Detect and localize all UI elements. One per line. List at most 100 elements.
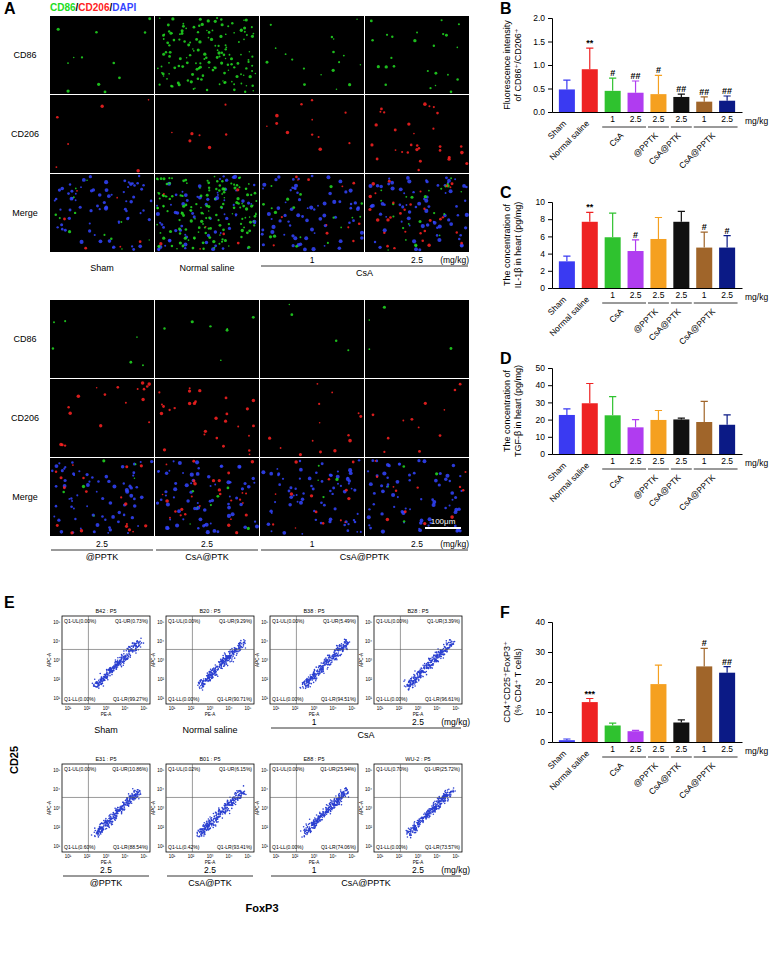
speck — [352, 240, 354, 242]
speck — [161, 404, 163, 406]
error-bar — [632, 730, 639, 732]
speck — [189, 523, 190, 524]
speck — [408, 210, 411, 213]
tick-label: 1.0 — [533, 60, 545, 70]
cell-dot — [117, 666, 119, 668]
cell-dot — [128, 651, 130, 653]
speck — [436, 234, 439, 237]
row-label: Merge — [12, 208, 38, 218]
speck — [261, 233, 264, 236]
speck — [107, 194, 111, 198]
speck — [238, 41, 240, 43]
cell-dot — [109, 670, 111, 672]
speck — [249, 216, 251, 218]
quadrant-label: Q1-LR(99.27%) — [113, 696, 148, 702]
speck — [408, 474, 411, 477]
speck — [404, 231, 406, 233]
speck — [249, 453, 251, 455]
tick-mark — [548, 385, 552, 386]
speck — [206, 194, 209, 197]
speck — [147, 382, 151, 386]
speck — [383, 306, 386, 309]
group-bracket — [671, 303, 692, 304]
tick-label: 1 — [702, 456, 707, 466]
cell-dot — [113, 669, 115, 671]
speck — [174, 229, 177, 232]
speck — [168, 44, 170, 46]
speck — [142, 209, 144, 211]
speck — [213, 529, 217, 533]
speck — [54, 200, 56, 202]
speck — [235, 75, 238, 78]
speck — [179, 33, 181, 35]
speck — [358, 412, 360, 414]
cell-dot — [106, 669, 108, 671]
speck — [348, 221, 351, 224]
group-label: CsA — [607, 472, 626, 491]
tick-mark — [548, 454, 552, 455]
cell-dot — [221, 659, 223, 661]
tick-label: 0 — [540, 283, 545, 293]
axis-line — [548, 623, 553, 743]
speck — [460, 191, 462, 193]
speck — [380, 512, 383, 515]
speck — [55, 464, 59, 468]
speck — [252, 424, 255, 427]
speck — [127, 532, 129, 534]
plot-axis-title: PE-A — [101, 712, 112, 717]
speck — [140, 496, 144, 500]
speck — [198, 25, 200, 27]
speck — [182, 518, 184, 520]
speck — [436, 226, 439, 229]
axis-title: Fluorescence intensity — [502, 20, 512, 110]
speck — [326, 232, 329, 235]
speck — [99, 208, 101, 210]
speck — [141, 398, 144, 401]
bar — [650, 420, 666, 454]
speck — [231, 81, 233, 83]
speck — [100, 105, 103, 108]
speck — [168, 239, 172, 243]
speck — [197, 48, 200, 51]
speck — [80, 529, 83, 532]
tick: 2.0 — [533, 13, 552, 23]
speck — [210, 522, 212, 524]
tick: 1 — [702, 742, 707, 754]
speck — [186, 499, 189, 502]
speck — [424, 402, 427, 405]
speck — [251, 35, 254, 38]
speck — [225, 33, 227, 35]
speck — [296, 191, 299, 194]
speck — [203, 434, 205, 436]
speck — [56, 226, 58, 228]
speck — [156, 224, 158, 226]
speck — [205, 217, 207, 219]
speck — [335, 478, 338, 481]
speck — [433, 106, 435, 108]
tick: 2 — [540, 266, 552, 276]
speck — [228, 227, 231, 230]
tick: 1 — [702, 288, 707, 300]
speck — [321, 480, 324, 483]
speck — [134, 477, 136, 479]
speck — [317, 479, 319, 481]
speck — [158, 192, 160, 194]
speck — [241, 229, 244, 232]
tick-mark — [548, 219, 552, 220]
speck — [277, 206, 281, 210]
cell-dot — [124, 658, 126, 660]
speck — [214, 417, 217, 420]
speck — [442, 216, 444, 218]
speck — [233, 207, 236, 210]
tick-label: 10² — [53, 677, 60, 682]
speck — [82, 477, 85, 480]
speck — [77, 395, 81, 399]
tick-label: 2.5 — [675, 290, 687, 300]
speck — [247, 527, 250, 530]
speck — [230, 499, 232, 501]
speck — [68, 412, 71, 415]
speck — [407, 216, 411, 220]
speck — [160, 412, 163, 415]
speck — [381, 489, 385, 493]
tick-mark — [548, 202, 552, 203]
